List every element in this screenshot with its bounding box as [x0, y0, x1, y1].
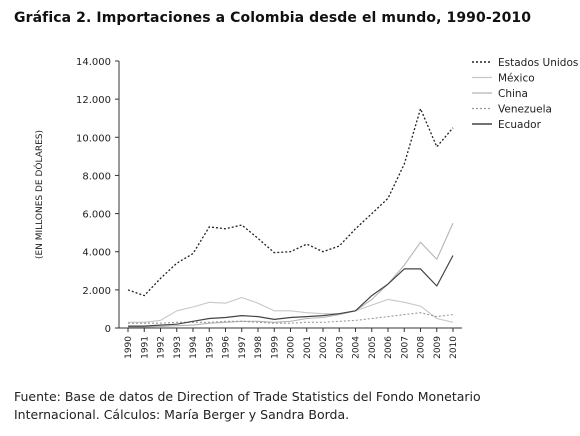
legend-label: Estados Unidos: [498, 57, 578, 69]
x-tick-label: 2006: [384, 336, 394, 359]
x-tick-label: 2003: [335, 336, 345, 359]
legend-label: Ecuador: [498, 119, 542, 131]
legend-label: México: [498, 73, 535, 85]
x-tick-label: 1992: [157, 336, 167, 359]
x-tick-label: 1990: [124, 336, 134, 359]
x-tick-label: 2000: [287, 336, 297, 359]
y-tick-label: 8.000: [82, 171, 111, 182]
x-tick-label: 2007: [400, 336, 410, 359]
x-tick-label: 1996: [222, 336, 232, 359]
y-tick-label: 6.000: [82, 210, 111, 221]
legend-label: China: [498, 88, 528, 100]
y-tick-label: 12.000: [76, 95, 111, 106]
series-line-china: [128, 222, 454, 328]
y-tick-label: 14.000: [76, 57, 111, 68]
y-tick-label: 4.000: [82, 248, 111, 259]
series-line-ecuador: [128, 255, 454, 327]
x-tick-label: 1998: [254, 336, 264, 359]
source-line-2: Internacional. Cálculos: María Berger y …: [14, 407, 350, 422]
legend-label: Venezuela: [498, 104, 552, 116]
x-tick-label: 2009: [433, 336, 443, 359]
x-tick-label: 2010: [449, 336, 459, 359]
x-tick-label: 1995: [205, 336, 215, 359]
source-line-1: Fuente: Base de datos de Direction of Tr…: [14, 389, 481, 404]
x-tick-label: 1994: [189, 336, 199, 359]
x-tick-label: 1997: [238, 336, 248, 359]
x-tick-label: 2005: [368, 336, 378, 359]
x-tick-label: 2008: [417, 336, 427, 359]
x-tick-label: 1991: [140, 336, 150, 359]
line-chart: 0 2.000 4.000 6.000 8.000 10.000 12.000 14.000 (…: [33, 57, 578, 359]
source-note: Fuente: Base de datos de Direction of Tr…: [14, 388, 554, 424]
y-tick-label: 0: [105, 324, 111, 335]
x-tick-label: 2002: [319, 336, 329, 359]
y-tick-label: 10.000: [76, 133, 111, 144]
x-tick-label: 2001: [303, 336, 313, 359]
x-tick-label: 2004: [352, 336, 362, 359]
x-tick-label: 1993: [173, 336, 183, 359]
chart-title: Gráfica 2. Importaciones a Colombia desd…: [14, 10, 532, 26]
series-line-estados-unidos: [127, 108, 454, 297]
y-tick-label: 2.000: [82, 286, 111, 297]
series-line-mexico: [128, 296, 454, 323]
x-tick-label: 1999: [270, 336, 280, 359]
y-axis-title: (EN MILLONES DE DÓLARES): [33, 130, 45, 259]
